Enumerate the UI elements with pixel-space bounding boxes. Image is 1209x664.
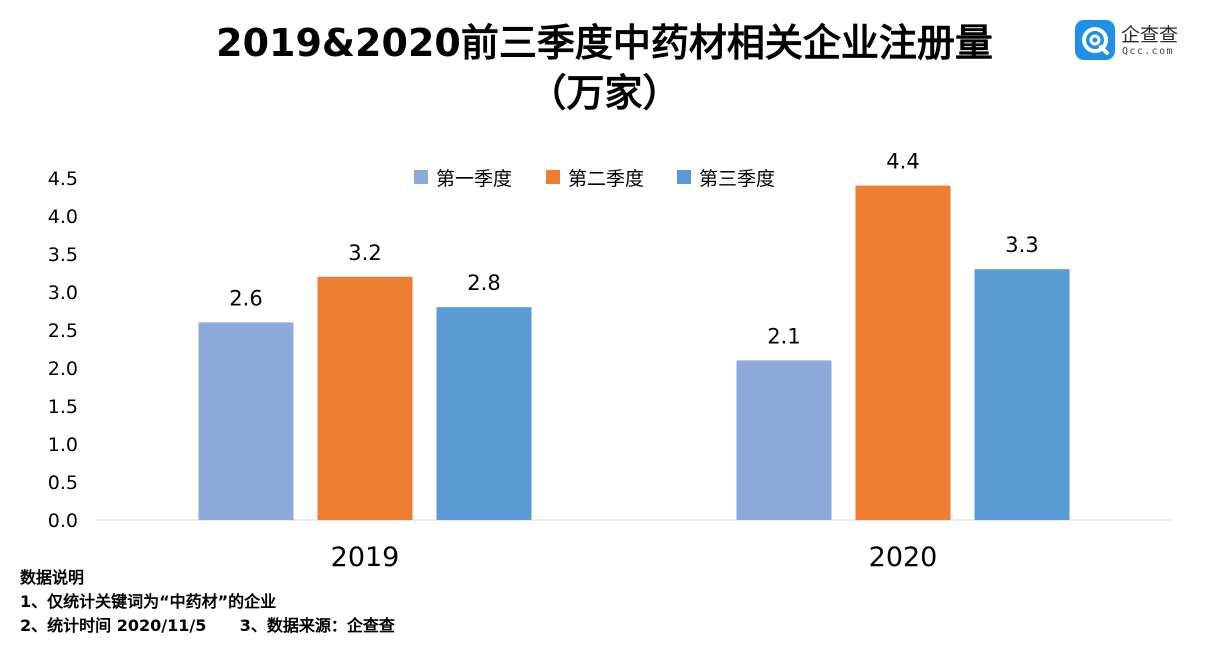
- bar: [317, 276, 413, 520]
- legend-label: 第三季度: [699, 168, 775, 190]
- data-label: 2.8: [467, 271, 500, 295]
- chart-title-line-1: 2019&2020前三季度中药材相关企业注册量: [216, 21, 993, 65]
- data-label: 2.1: [767, 324, 800, 348]
- legend-swatch: [677, 170, 691, 184]
- legend-swatch: [414, 170, 428, 184]
- bar: [736, 360, 832, 520]
- notes-heading: 数据说明: [20, 568, 85, 587]
- data-label: 3.3: [1005, 233, 1038, 257]
- data-label: 3.2: [348, 241, 381, 265]
- y-tick-label: 0.0: [48, 510, 78, 532]
- bar: [198, 322, 294, 520]
- y-tick-label: 3.0: [48, 282, 78, 304]
- x-tick-label: 2020: [869, 542, 938, 573]
- y-tick-label: 0.5: [48, 472, 78, 494]
- y-tick-label: 3.5: [48, 244, 78, 266]
- qcc-logo-name: 企查查: [1121, 24, 1179, 46]
- data-label: 4.4: [886, 150, 919, 174]
- legend-label: 第一季度: [436, 168, 512, 190]
- data-label: 2.6: [229, 286, 262, 310]
- x-tick-label: 2019: [331, 542, 400, 573]
- y-tick-label: 4.5: [48, 168, 78, 190]
- y-tick-label: 2.0: [48, 358, 78, 380]
- chart-title: 2019&2020前三季度中药材相关企业注册量 （万家）: [0, 18, 1209, 118]
- y-tick-label: 4.0: [48, 206, 78, 228]
- qcc-logo: 企查查 Qcc.com: [1075, 20, 1187, 64]
- bar: [974, 269, 1070, 520]
- legend-swatch: [546, 170, 560, 184]
- bar: [855, 185, 951, 520]
- qcc-logo-domain: Qcc.com: [1122, 46, 1174, 57]
- notes-line-2: 2、统计时间 2020/11/5 3、数据来源：企查查: [20, 616, 395, 635]
- y-tick-label: 2.5: [48, 320, 78, 342]
- data-notes: 数据说明 1、仅统计关键词为“中药材”的企业 2、统计时间 2020/11/5 …: [20, 566, 395, 638]
- y-tick-label: 1.0: [48, 434, 78, 456]
- notes-line-1: 1、仅统计关键词为“中药材”的企业: [20, 592, 277, 611]
- legend-label: 第二季度: [568, 168, 644, 190]
- bar: [436, 307, 532, 520]
- qcc-logo-icon: [1075, 20, 1115, 60]
- chart-title-line-2: （万家）: [528, 71, 681, 115]
- y-tick-label: 1.5: [48, 396, 78, 418]
